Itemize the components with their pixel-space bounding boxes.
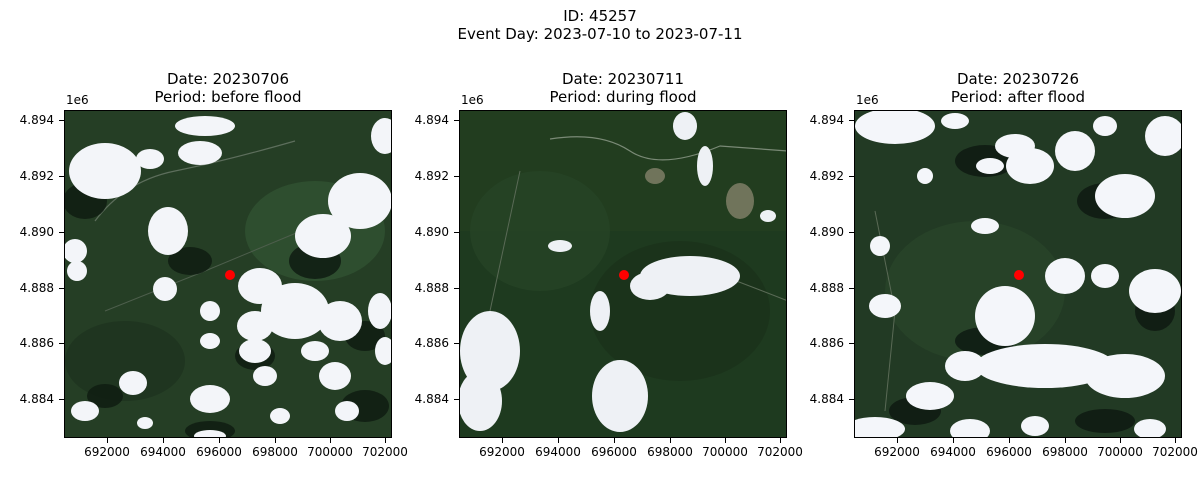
panel-after: Date: 20230726 Period: after flood 1e6 xyxy=(810,70,1198,490)
x-tick-label: 696000 xyxy=(591,445,637,459)
x-tick-mark xyxy=(897,438,898,443)
x-tick-label: 700000 xyxy=(307,445,353,459)
y-tick-mark xyxy=(849,120,854,121)
panel-date: Date: 20230706 xyxy=(166,70,290,88)
panel-period: Period: during flood xyxy=(549,88,697,106)
panel-period: Period: before flood xyxy=(154,88,302,106)
x-tick-label: 698000 xyxy=(1042,445,1088,459)
x-tick-mark xyxy=(725,438,726,443)
event-marker xyxy=(619,270,629,280)
x-tick-label: 694000 xyxy=(930,445,976,459)
x-tick-mark xyxy=(330,438,331,443)
y-tick-label: 4.886 xyxy=(414,336,449,350)
x-tick-mark xyxy=(502,438,503,443)
x-tick-mark xyxy=(614,438,615,443)
y-offset-label: 1e6 xyxy=(66,93,89,107)
y-tick-mark xyxy=(59,232,64,233)
x-tick-label: 694000 xyxy=(140,445,186,459)
y-tick-mark xyxy=(454,120,459,121)
y-tick-mark xyxy=(849,343,854,344)
satellite-image-after xyxy=(854,110,1182,438)
panel-date: Date: 20230711 xyxy=(561,70,685,88)
x-tick-label: 696000 xyxy=(986,445,1032,459)
y-tick-mark xyxy=(454,343,459,344)
x-tick-label: 698000 xyxy=(252,445,298,459)
y-tick-mark xyxy=(849,232,854,233)
x-tick-mark xyxy=(1009,438,1010,443)
y-tick-label: 4.884 xyxy=(414,392,449,406)
event-marker xyxy=(1014,270,1024,280)
y-tick-mark xyxy=(454,232,459,233)
y-tick-label: 4.888 xyxy=(19,281,54,295)
x-tick-mark xyxy=(219,438,220,443)
panel-title: Date: 20230706 Period: before flood xyxy=(64,70,392,106)
x-tick-mark xyxy=(1120,438,1121,443)
x-tick-label: 694000 xyxy=(535,445,581,459)
y-offset-label: 1e6 xyxy=(461,93,484,107)
panel-title: Date: 20230726 Period: after flood xyxy=(854,70,1182,106)
figure-title-id: ID: 45257 xyxy=(563,7,637,25)
panel-period: Period: after flood xyxy=(950,88,1086,106)
y-tick-label: 4.892 xyxy=(19,169,54,183)
panel-title: Date: 20230711 Period: during flood xyxy=(459,70,787,106)
y-tick-label: 4.890 xyxy=(809,225,844,239)
y-tick-label: 4.894 xyxy=(809,113,844,127)
x-tick-mark xyxy=(953,438,954,443)
y-tick-label: 4.886 xyxy=(809,336,844,350)
x-tick-label: 702000 xyxy=(362,445,408,459)
y-tick-mark xyxy=(454,399,459,400)
y-tick-label: 4.890 xyxy=(19,225,54,239)
figure-title-event: Event Day: 2023-07-10 to 2023-07-11 xyxy=(457,25,743,43)
x-tick-label: 692000 xyxy=(479,445,525,459)
y-tick-label: 4.886 xyxy=(19,336,54,350)
y-tick-label: 4.888 xyxy=(414,281,449,295)
y-offset-label: 1e6 xyxy=(856,93,879,107)
x-tick-label: 700000 xyxy=(702,445,748,459)
panel-before: Date: 20230706 Period: before flood 1e6 xyxy=(20,70,408,490)
y-tick-label: 4.892 xyxy=(414,169,449,183)
x-tick-mark xyxy=(1065,438,1066,443)
panel-during: Date: 20230711 Period: during flood 1e6 xyxy=(415,70,803,490)
y-tick-label: 4.884 xyxy=(19,392,54,406)
y-tick-label: 4.884 xyxy=(809,392,844,406)
satellite-image-before xyxy=(64,110,392,438)
x-tick-mark xyxy=(780,438,781,443)
x-tick-mark xyxy=(163,438,164,443)
x-tick-label: 692000 xyxy=(84,445,130,459)
x-tick-mark xyxy=(385,438,386,443)
event-marker xyxy=(225,270,235,280)
y-tick-label: 4.894 xyxy=(414,113,449,127)
y-tick-mark xyxy=(849,176,854,177)
y-tick-mark xyxy=(849,288,854,289)
x-tick-mark xyxy=(107,438,108,443)
y-tick-mark xyxy=(59,176,64,177)
x-tick-mark xyxy=(1175,438,1176,443)
satellite-image-during xyxy=(459,110,787,438)
y-tick-mark xyxy=(59,120,64,121)
y-tick-mark xyxy=(59,343,64,344)
y-tick-label: 4.888 xyxy=(809,281,844,295)
y-tick-mark xyxy=(454,288,459,289)
y-tick-mark xyxy=(59,288,64,289)
y-tick-mark xyxy=(849,399,854,400)
figure-title: ID: 45257 Event Day: 2023-07-10 to 2023-… xyxy=(0,7,1200,43)
x-tick-label: 702000 xyxy=(1152,445,1198,459)
x-tick-label: 692000 xyxy=(874,445,920,459)
x-tick-label: 700000 xyxy=(1097,445,1143,459)
y-tick-mark xyxy=(59,399,64,400)
panel-date: Date: 20230726 xyxy=(956,70,1080,88)
x-tick-label: 696000 xyxy=(196,445,242,459)
y-tick-mark xyxy=(454,176,459,177)
x-tick-mark xyxy=(275,438,276,443)
y-tick-label: 4.892 xyxy=(809,169,844,183)
y-tick-label: 4.894 xyxy=(19,113,54,127)
x-tick-mark xyxy=(558,438,559,443)
y-tick-label: 4.890 xyxy=(414,225,449,239)
x-tick-label: 698000 xyxy=(647,445,693,459)
x-tick-mark xyxy=(670,438,671,443)
x-tick-label: 702000 xyxy=(757,445,803,459)
